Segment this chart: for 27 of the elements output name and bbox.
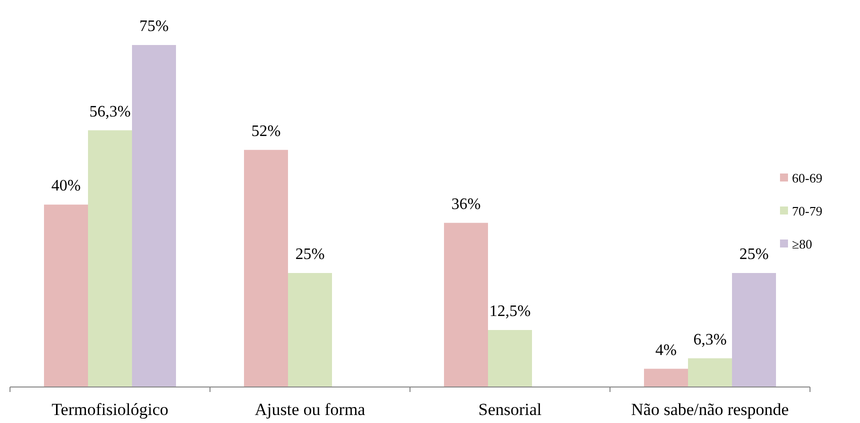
data-label: 25% <box>739 246 769 263</box>
x-tick-label: Não sabe/não responde <box>631 400 789 419</box>
data-label: 40% <box>51 178 81 195</box>
legend-label: 70-79 <box>792 204 822 218</box>
data-label: 75% <box>139 18 169 35</box>
bar <box>488 330 532 387</box>
data-label: 56,3% <box>89 103 131 120</box>
legend-label: ≥80 <box>792 236 812 252</box>
x-tick-label: Sensorial <box>478 400 542 419</box>
data-label: 12,5% <box>489 303 531 320</box>
x-tick-label: Ajuste ou forma <box>254 400 366 419</box>
bar <box>44 204 88 387</box>
bar <box>132 45 176 387</box>
legend-label: 60-69 <box>792 170 822 186</box>
bar <box>732 273 776 387</box>
bar <box>444 222 488 387</box>
x-tick-label: Termofisiológico <box>52 400 168 419</box>
data-label: 36% <box>451 196 481 213</box>
bar <box>88 130 132 387</box>
data-label: 52% <box>251 122 281 140</box>
data-label: 4% <box>655 342 677 359</box>
bar <box>688 358 732 387</box>
bar <box>244 150 288 387</box>
data-label: 6,3% <box>693 331 727 348</box>
data-label: 25% <box>295 246 325 263</box>
bar <box>644 368 688 387</box>
bar <box>288 273 332 387</box>
